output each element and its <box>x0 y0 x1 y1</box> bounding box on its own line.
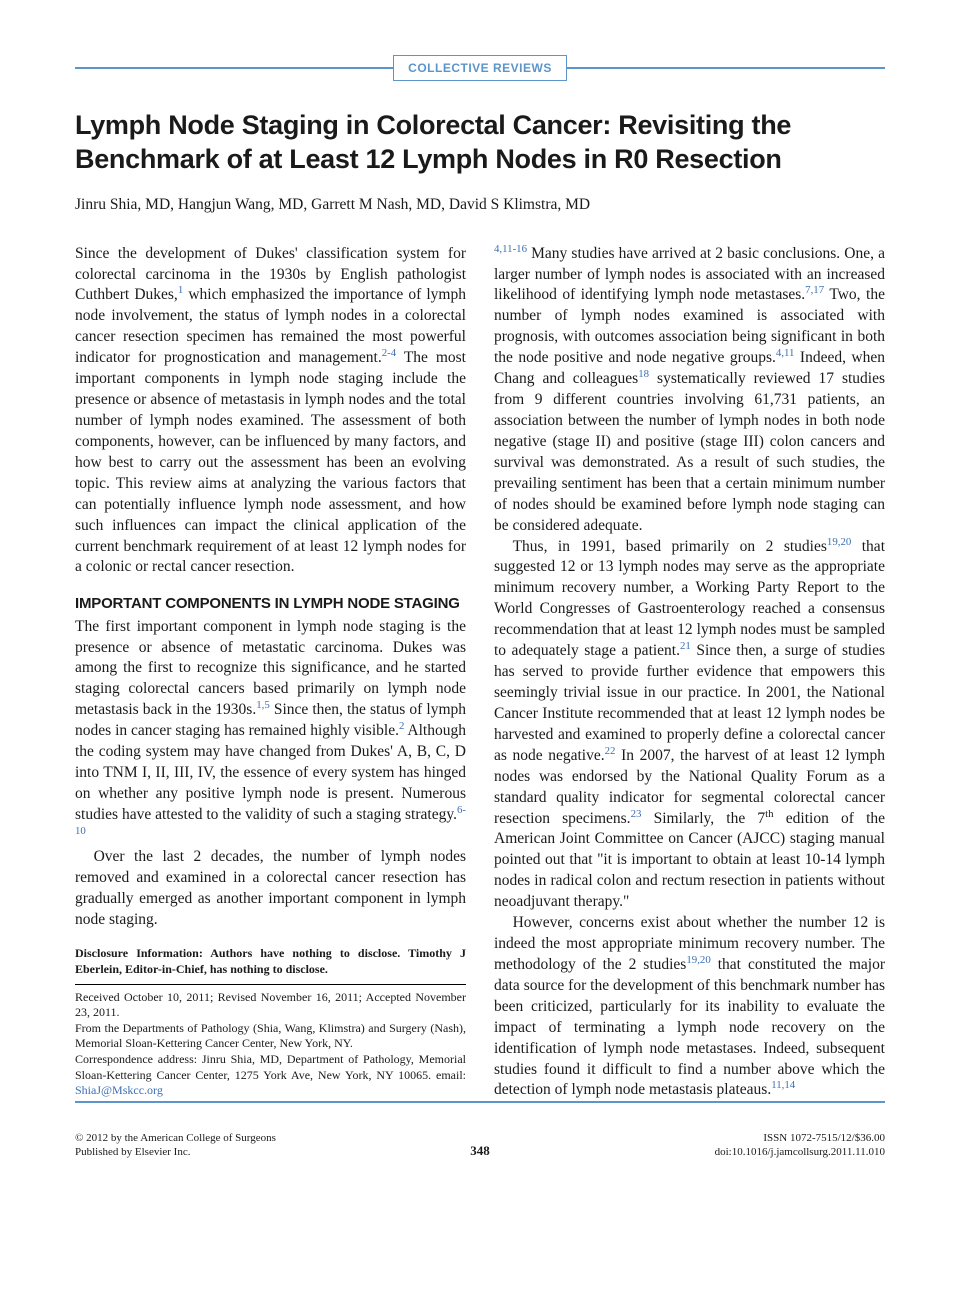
email-link[interactable]: ShiaJ@Mskcc.org <box>75 1083 163 1097</box>
footer-right: ISSN 1072-7515/12/$36.00 doi:10.1016/j.j… <box>561 1131 885 1160</box>
citation-link[interactable]: 2-4 <box>382 347 396 359</box>
text: Over the last 2 decades, the number of l… <box>75 848 466 928</box>
citation-link[interactable]: 18 <box>638 368 649 380</box>
citation-link[interactable]: 1,5 <box>256 699 270 711</box>
body-paragraph: Over the last 2 decades, the number of l… <box>75 847 466 931</box>
rule-right <box>567 67 885 69</box>
publisher-text: Published by Elsevier Inc. <box>75 1145 399 1159</box>
received-text: Received October 10, 2011; Revised Novem… <box>75 990 466 1021</box>
doi-text: doi:10.1016/j.jamcollsurg.2011.11.010 <box>561 1145 885 1159</box>
rule-left <box>75 67 393 69</box>
citation-link[interactable]: 19,20 <box>686 954 710 966</box>
footer-left: © 2012 by the American College of Surgeo… <box>75 1131 399 1160</box>
section-tag: COLLECTIVE REVIEWS <box>393 55 567 81</box>
text: that constituted the major data source f… <box>494 956 885 1099</box>
text: systematically reviewed 17 studies from … <box>494 370 885 533</box>
body-paragraph-col2-continuation: 4,11-16 Many studies have arrived at 2 b… <box>494 244 885 537</box>
footnotes-block: Disclosure Information: Authors have not… <box>75 946 466 1098</box>
text: Thus, in 1991, based primarily on 2 stud… <box>513 538 827 555</box>
text: Correspondence address: Jinru Shia, MD, … <box>75 1052 466 1082</box>
citation-link[interactable]: 23 <box>631 807 642 819</box>
correspondence-text: Correspondence address: Jinru Shia, MD, … <box>75 1052 466 1099</box>
issn-text: ISSN 1072-7515/12/$36.00 <box>561 1131 885 1145</box>
footer-rule <box>75 1101 885 1103</box>
text: Similarly, the 7 <box>641 810 765 827</box>
text: Since then, a surge of studies has serve… <box>494 642 885 764</box>
disclosure-text: Disclosure Information: Authors have not… <box>75 946 466 984</box>
ordinal-th: th <box>765 807 773 819</box>
affiliation-text: From the Departments of Pathology (Shia,… <box>75 1021 466 1052</box>
citation-link[interactable]: 4,11 <box>776 347 795 359</box>
citation-link[interactable]: 21 <box>680 640 691 652</box>
article-title: Lymph Node Staging in Colorectal Cancer:… <box>75 109 885 177</box>
text: The most important components in lymph n… <box>75 349 466 575</box>
page-footer: © 2012 by the American College of Surgeo… <box>75 1131 885 1160</box>
citation-link[interactable]: 22 <box>605 745 616 757</box>
citation-link[interactable]: 7,17 <box>805 284 824 296</box>
body-columns: Since the development of Dukes' classifi… <box>75 244 885 1102</box>
citation-link[interactable]: 19,20 <box>827 535 851 547</box>
copyright-text: © 2012 by the American College of Surgeo… <box>75 1131 399 1145</box>
section-heading: IMPORTANT COMPONENTS IN LYMPH NODE STAGI… <box>75 594 466 614</box>
body-paragraph: Thus, in 1991, based primarily on 2 stud… <box>494 537 885 914</box>
citation-link[interactable]: 4,11-16 <box>494 242 527 254</box>
author-list: Jinru Shia, MD, Hangjun Wang, MD, Garret… <box>75 195 885 216</box>
citation-link[interactable]: 11,14 <box>771 1079 795 1091</box>
body-paragraph: However, concerns exist about whether th… <box>494 913 885 1101</box>
page-number: 348 <box>470 1143 490 1160</box>
intro-paragraph: Since the development of Dukes' classifi… <box>75 244 466 579</box>
body-paragraph: The first important component in lymph n… <box>75 617 466 847</box>
section-tag-bar: COLLECTIVE REVIEWS <box>75 55 885 81</box>
